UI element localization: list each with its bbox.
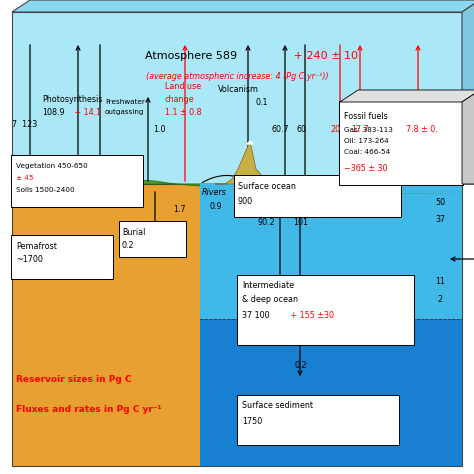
Text: 7  123: 7 123 xyxy=(12,119,37,128)
Text: −365 ± 30: −365 ± 30 xyxy=(344,164,388,173)
Text: 37 100: 37 100 xyxy=(242,311,270,320)
Bar xyxy=(12,184,462,466)
FancyBboxPatch shape xyxy=(11,235,113,279)
Polygon shape xyxy=(200,184,462,194)
Text: ~1700: ~1700 xyxy=(16,255,43,264)
Text: 0.1: 0.1 xyxy=(256,98,268,107)
Text: 108.9: 108.9 xyxy=(42,108,64,117)
Text: Soils 1500-2400: Soils 1500-2400 xyxy=(16,187,74,193)
Text: 900: 900 xyxy=(238,197,253,206)
Text: 0.9: 0.9 xyxy=(210,201,223,210)
Text: & deep ocean: & deep ocean xyxy=(242,294,298,303)
Text: Intermediate: Intermediate xyxy=(242,282,294,291)
Polygon shape xyxy=(12,174,462,194)
Text: 20: 20 xyxy=(330,125,340,134)
Polygon shape xyxy=(200,191,462,319)
Text: Rivers: Rivers xyxy=(202,188,227,197)
Text: Coal: 466-54: Coal: 466-54 xyxy=(344,149,390,155)
Text: Gas: 383-113: Gas: 383-113 xyxy=(344,127,393,133)
Text: 2: 2 xyxy=(438,294,443,303)
FancyBboxPatch shape xyxy=(339,101,463,185)
Text: Oil: 173-264: Oil: 173-264 xyxy=(344,138,389,144)
Text: Fluxes and rates in Pg C yr⁻¹: Fluxes and rates in Pg C yr⁻¹ xyxy=(16,404,162,413)
Text: Reservoir sizes in Pg C: Reservoir sizes in Pg C xyxy=(16,374,131,383)
Text: 1.1 ± 0.8: 1.1 ± 0.8 xyxy=(165,108,201,117)
Text: Photosynthesis: Photosynthesis xyxy=(42,94,102,103)
Text: (average atmospheric increase: 4 (Pg C yr⁻¹)): (average atmospheric increase: 4 (Pg C y… xyxy=(146,72,328,81)
Text: Fossil fuels: Fossil fuels xyxy=(344,111,388,120)
FancyBboxPatch shape xyxy=(119,221,186,257)
Polygon shape xyxy=(462,90,474,184)
Text: outgassing: outgassing xyxy=(105,109,145,115)
Text: 50: 50 xyxy=(435,198,445,207)
Text: 101: 101 xyxy=(293,218,308,227)
Text: 90.2: 90.2 xyxy=(258,218,276,227)
Text: 11: 11 xyxy=(435,277,445,286)
FancyBboxPatch shape xyxy=(11,155,143,207)
Text: + 240 ± 10: + 240 ± 10 xyxy=(290,51,358,61)
Text: Volcanism: Volcanism xyxy=(218,84,259,93)
Text: ± 45: ± 45 xyxy=(16,175,34,181)
Text: Freshwater: Freshwater xyxy=(105,99,145,105)
Text: 1750: 1750 xyxy=(242,418,262,427)
FancyBboxPatch shape xyxy=(237,395,399,445)
Text: 0.2: 0.2 xyxy=(295,362,308,371)
Bar xyxy=(12,12,462,184)
Text: Atmosphere 589: Atmosphere 589 xyxy=(145,51,237,61)
Polygon shape xyxy=(340,90,474,102)
Text: Vegetation 450-650: Vegetation 450-650 xyxy=(16,163,88,169)
Text: + 155 ±30: + 155 ±30 xyxy=(288,311,334,320)
Text: change: change xyxy=(165,94,195,103)
Text: Burial: Burial xyxy=(122,228,146,237)
Text: Surface sediment: Surface sediment xyxy=(242,401,313,410)
Text: 37: 37 xyxy=(435,215,445,224)
Text: Land use: Land use xyxy=(165,82,201,91)
Text: 60: 60 xyxy=(297,125,307,134)
FancyBboxPatch shape xyxy=(234,175,401,217)
Text: 1.7: 1.7 xyxy=(173,204,186,213)
Polygon shape xyxy=(12,0,474,12)
Polygon shape xyxy=(215,141,275,184)
Text: 1.0: 1.0 xyxy=(153,125,165,134)
Text: 0.2: 0.2 xyxy=(122,240,135,249)
Polygon shape xyxy=(247,141,253,144)
Text: Surface ocean: Surface ocean xyxy=(238,182,296,191)
Text: Pemafrost: Pemafrost xyxy=(16,241,57,250)
Text: 7.8 ± 0.: 7.8 ± 0. xyxy=(406,125,438,134)
Text: 60.7: 60.7 xyxy=(272,125,290,134)
Polygon shape xyxy=(200,319,462,466)
Text: + 14.1: + 14.1 xyxy=(72,108,101,117)
Polygon shape xyxy=(462,0,474,184)
FancyBboxPatch shape xyxy=(237,275,414,345)
Text: 17.7: 17.7 xyxy=(351,125,369,134)
